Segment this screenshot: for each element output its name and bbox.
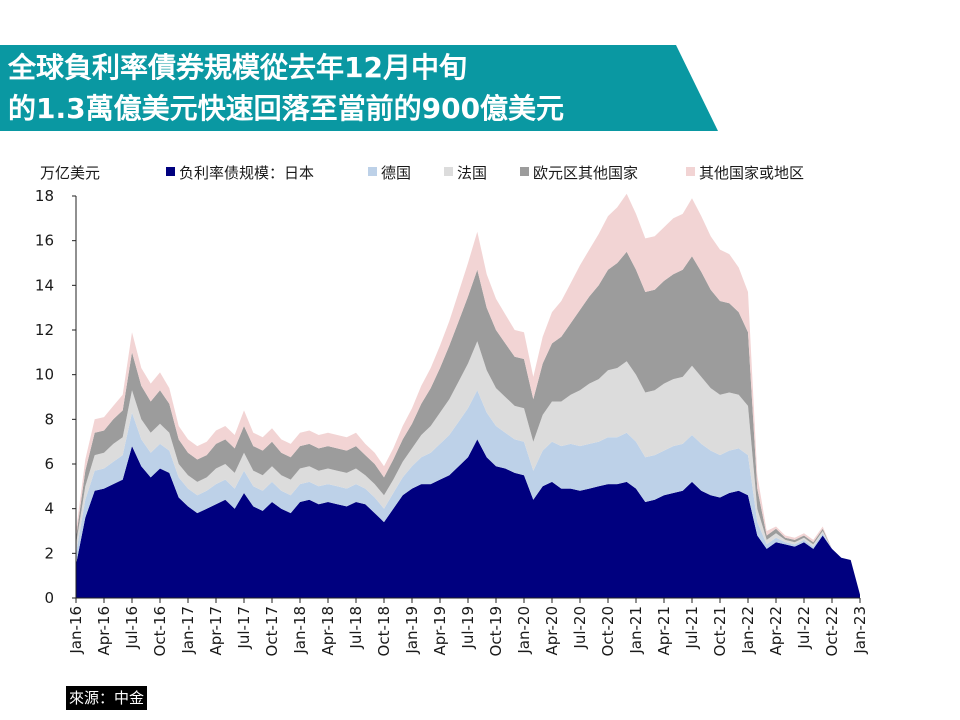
x-tick-label: Jul-19 bbox=[459, 606, 477, 650]
x-tick-label: Apr-21 bbox=[655, 606, 673, 656]
x-tick-label: Jul-20 bbox=[571, 606, 589, 650]
source-label: 來源：中金 bbox=[66, 686, 148, 710]
y-tick-label: 0 bbox=[44, 589, 54, 607]
x-tick-label: Oct-20 bbox=[599, 606, 617, 656]
series-area-4 bbox=[76, 251, 860, 595]
x-tick-label: Oct-16 bbox=[151, 606, 169, 656]
x-tick-label: Apr-16 bbox=[95, 606, 113, 656]
x-tick-label: Oct-21 bbox=[711, 606, 729, 656]
y-tick-label: 10 bbox=[35, 366, 54, 384]
legend-label-3: 法国 bbox=[457, 164, 487, 182]
x-tick-label: Oct-18 bbox=[375, 606, 393, 656]
x-tick-label: Oct-22 bbox=[823, 606, 841, 656]
legend-swatch-1 bbox=[166, 167, 175, 176]
page-title: 全球負利率債券規模從去年12月中旬 的1.3萬億美元快速回落至當前的900億美元 bbox=[8, 47, 564, 129]
page-title-line1: 全球負利率債券規模從去年12月中旬 bbox=[8, 51, 467, 84]
page-title-line2: 的1.3萬億美元快速回落至當前的900億美元 bbox=[8, 92, 565, 125]
x-tick-label: Jul-21 bbox=[683, 606, 701, 650]
x-tick-label: Jan-18 bbox=[291, 606, 309, 655]
y-axis-unit-label: 万亿美元 bbox=[40, 164, 100, 182]
legend-label-1: 负利率债规模：日本 bbox=[179, 164, 314, 182]
x-tick-label: Jul-18 bbox=[347, 606, 365, 650]
legend-label-4: 欧元区其他国家 bbox=[533, 164, 638, 182]
axes-layer: 0 2 4 6 8 10 12 14 16 18 Jan-16 Apr-16 Jul-16 Oct-16 J… bbox=[35, 187, 869, 656]
x-tick-label: Apr-20 bbox=[543, 606, 561, 656]
x-tick-label: Apr-18 bbox=[319, 606, 337, 656]
x-tick-label: Apr-19 bbox=[431, 606, 449, 656]
title-banner-shape bbox=[0, 45, 718, 131]
y-tick-label: 2 bbox=[44, 544, 54, 562]
legend-swatch-4 bbox=[520, 167, 529, 176]
series-area-2 bbox=[76, 390, 860, 595]
x-tick-label: Jan-23 bbox=[851, 606, 869, 655]
x-tick-label: Apr-17 bbox=[207, 606, 225, 656]
series-area-1 bbox=[76, 439, 860, 598]
series-area-5 bbox=[76, 193, 860, 595]
legend-swatch-2 bbox=[368, 167, 377, 176]
series-layer bbox=[76, 193, 860, 598]
y-tick-label: 18 bbox=[35, 187, 54, 205]
y-tick-label: 12 bbox=[35, 321, 54, 339]
chart-legend: 负利率债规模：日本 德国 法国 欧元区其他国家 其他国家或地区 bbox=[166, 164, 804, 182]
y-tick-label: 16 bbox=[35, 232, 54, 250]
x-tick-label: Apr-22 bbox=[767, 606, 785, 656]
legend-label-5: 其他国家或地区 bbox=[699, 164, 804, 182]
x-tick-label: Jul-22 bbox=[795, 606, 813, 650]
y-tick-label: 6 bbox=[44, 455, 54, 473]
legend-label-2: 德国 bbox=[381, 164, 411, 182]
series-area-3 bbox=[76, 341, 860, 595]
y-tick-label: 14 bbox=[35, 276, 54, 294]
x-tick-label: Jan-20 bbox=[515, 606, 533, 655]
x-tick-label: Oct-17 bbox=[263, 606, 281, 656]
x-tick-label: Jan-16 bbox=[67, 606, 85, 655]
x-tick-label: Jul-16 bbox=[123, 606, 141, 650]
x-tick-label: Jan-22 bbox=[739, 606, 757, 655]
x-tick-label: Jan-21 bbox=[627, 606, 645, 655]
y-tick-label: 8 bbox=[44, 410, 54, 428]
legend-swatch-5 bbox=[686, 167, 695, 176]
x-tick-label: Jan-17 bbox=[179, 606, 197, 655]
x-tick-label: Jan-19 bbox=[403, 606, 421, 655]
legend-swatch-3 bbox=[444, 167, 453, 176]
x-tick-label: Oct-19 bbox=[487, 606, 505, 656]
y-tick-label: 4 bbox=[44, 500, 54, 518]
title-banner bbox=[0, 45, 718, 131]
x-tick-label: Jul-17 bbox=[235, 606, 253, 650]
